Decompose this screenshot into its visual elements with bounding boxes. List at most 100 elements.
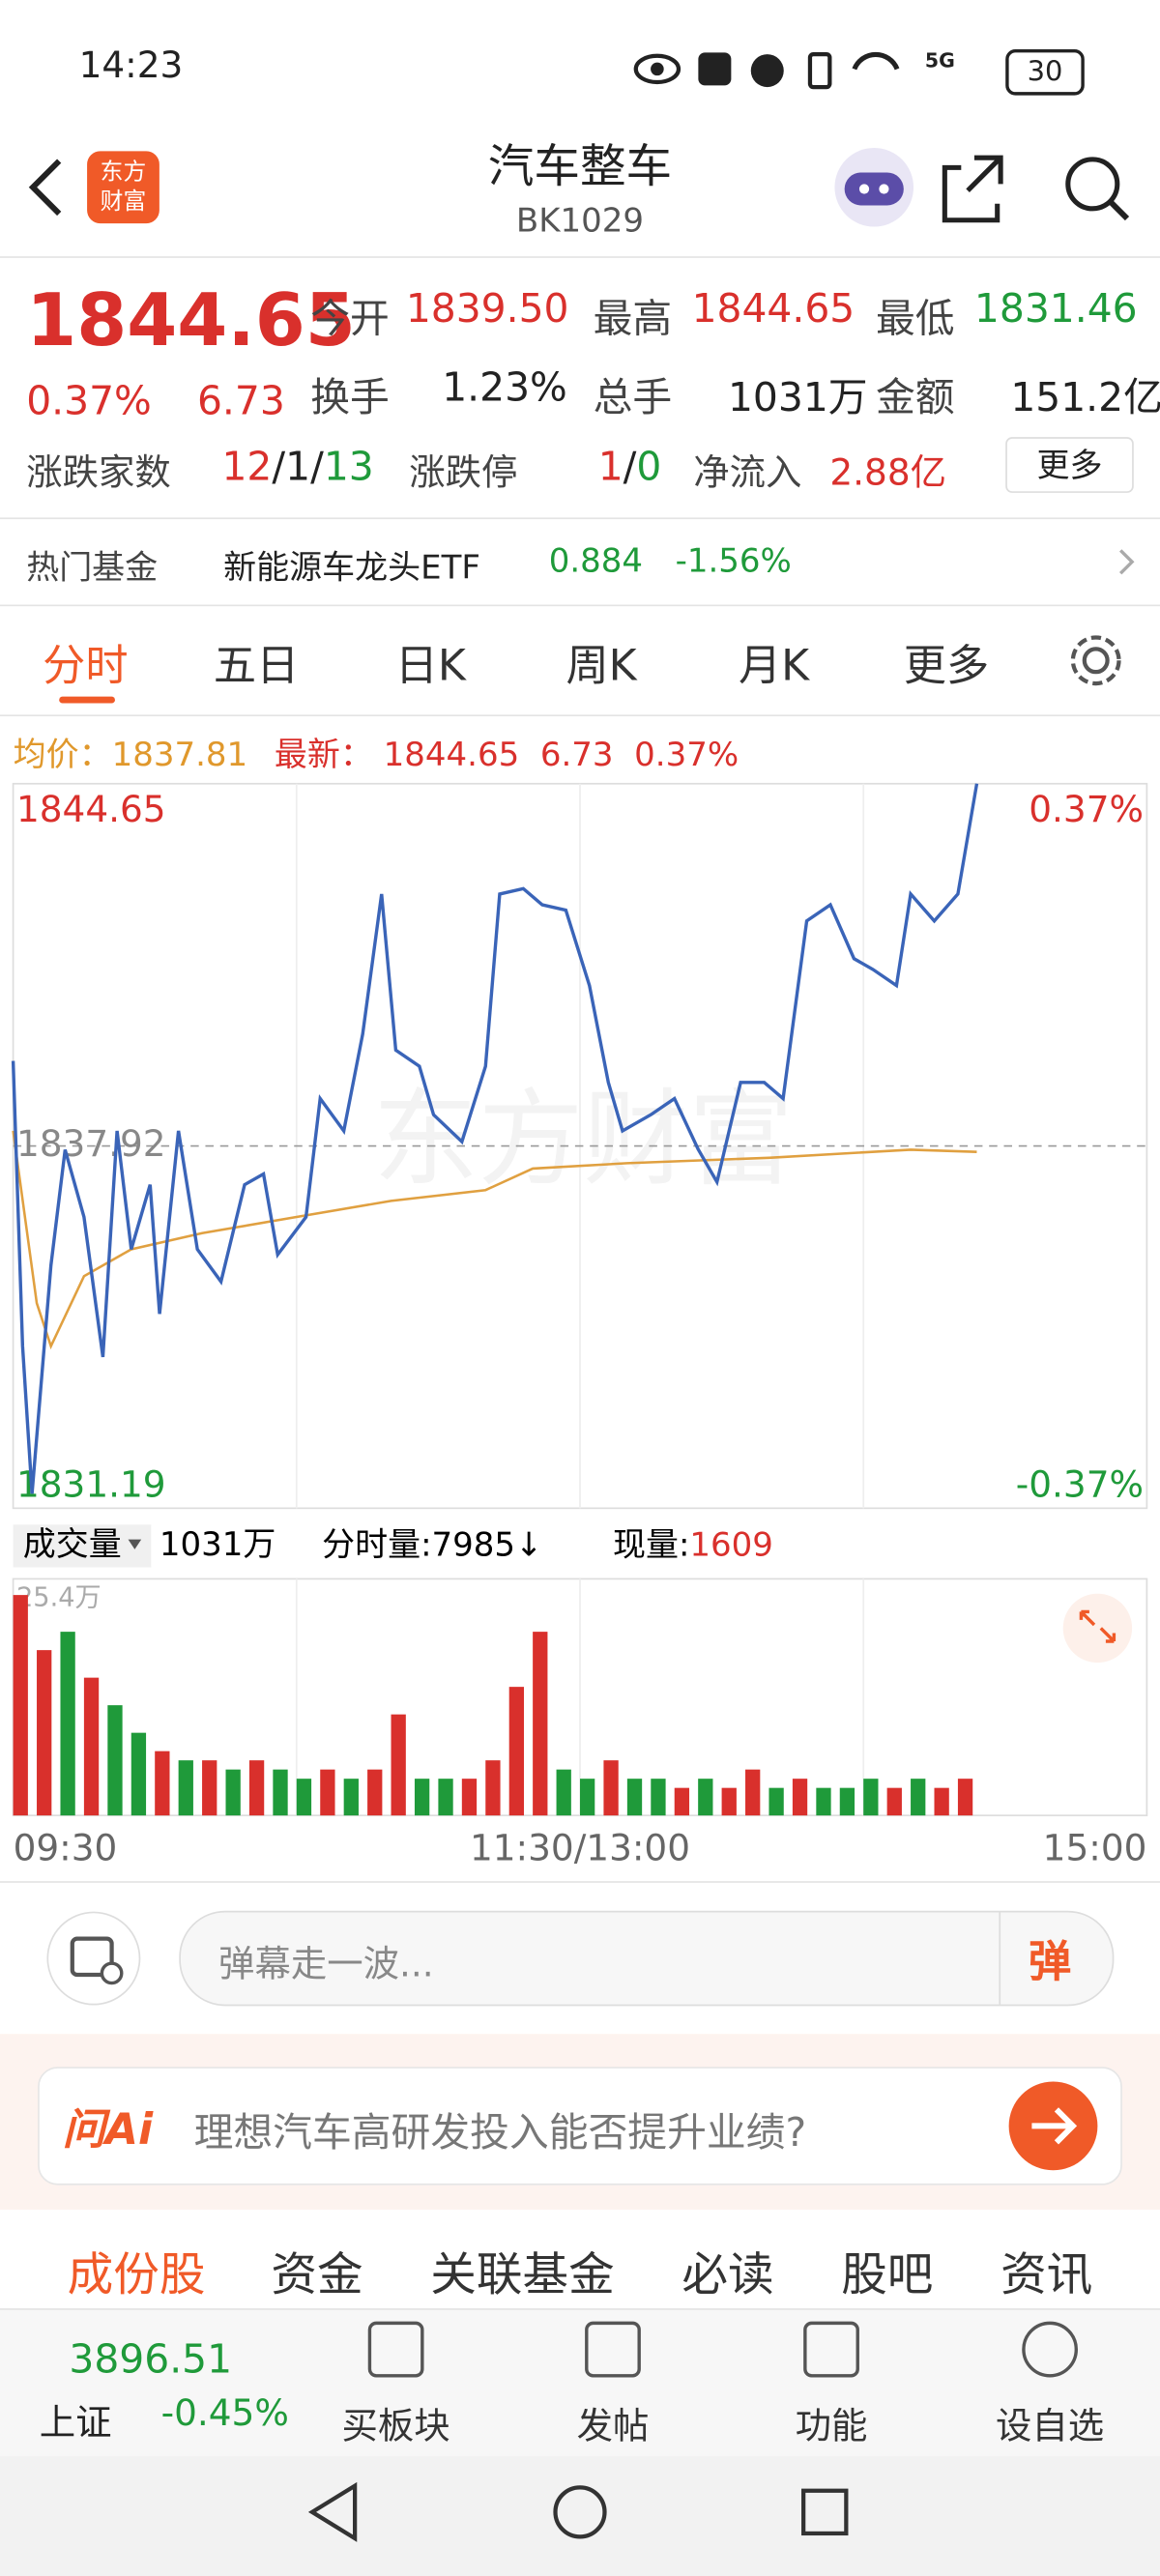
stat-label: 换手 (310, 374, 390, 421)
volume-bar (508, 1687, 524, 1816)
index-value[interactable]: 3896.51 (69, 2335, 233, 2383)
back-button[interactable] (23, 158, 72, 217)
series-line (12, 1130, 977, 1350)
stat-label: 最低 (875, 295, 955, 342)
chart-tab[interactable]: 周K (566, 642, 637, 692)
volume-now-value: 1609 (689, 1525, 773, 1564)
divider (0, 604, 1160, 607)
last-label: 最新： (274, 734, 373, 774)
volume-bar (698, 1779, 713, 1816)
section-tab[interactable]: 必读 (682, 2247, 774, 2302)
section-tab[interactable]: 资金 (271, 2247, 363, 2302)
volume-bar (296, 1779, 312, 1816)
network: 5G (924, 48, 955, 72)
x-tick-label: 15:00 (1043, 1826, 1147, 1868)
stat-value: 1.23% (442, 364, 567, 411)
volume-bar (485, 1760, 501, 1816)
stat-value: 1831.46 (973, 285, 1138, 333)
y-tick-label: 1844.65 (16, 788, 166, 830)
volume-bar (626, 1779, 643, 1816)
nav-icon (1022, 2321, 1079, 2378)
volume-bar (438, 1779, 453, 1816)
expand-button[interactable] (1062, 1593, 1133, 1664)
limit-sep: / (623, 443, 637, 490)
last-value: 1844.65 (383, 734, 520, 774)
fund-name[interactable]: 新能源车龙头ETF (223, 547, 480, 587)
chart-tab[interactable]: 分时 (43, 642, 129, 692)
ai-question: 理想汽车高研发投入能否提升业绩? (193, 2109, 807, 2156)
fund-label: 热门基金 (26, 547, 159, 587)
system-nav (0, 2456, 1160, 2576)
volume-tick-label: 分时量: (322, 1525, 431, 1564)
section-tab[interactable]: 股吧 (841, 2247, 934, 2302)
avg-label: 均价： (13, 734, 112, 774)
volume-tick: 分时量:7985↓ (322, 1525, 542, 1564)
divider (0, 517, 1160, 520)
divider (0, 256, 1160, 258)
nav-item[interactable]: 发帖 (576, 2407, 650, 2448)
volume-bar (674, 1787, 690, 1816)
stat-label: 今开 (310, 295, 390, 342)
volume-bar (721, 1787, 737, 1816)
divider (0, 1881, 1160, 1883)
index-change: -0.45% (160, 2393, 289, 2435)
chart-tab[interactable]: 更多 (903, 642, 990, 692)
volume-bar (107, 1705, 123, 1816)
volume-label[interactable]: 成交量 (23, 1525, 122, 1564)
stat-label: 最高 (593, 295, 673, 342)
intraday-chart: 东方财富 成交量 1031万 分时量:7985↓ 现量:1609 1831.19… (11, 782, 1148, 1868)
y-tick-label: 1831.19 (16, 1463, 166, 1506)
volume-select[interactable] (13, 1524, 152, 1568)
volume-bar (155, 1751, 170, 1816)
breadth-up: 12 (221, 443, 273, 490)
volume-bar (792, 1779, 808, 1816)
logo-line: 东方 (100, 159, 147, 187)
nav-item[interactable]: 设自选 (995, 2407, 1105, 2448)
nav-item[interactable]: 买板块 (341, 2407, 450, 2448)
system-buttons[interactable] (0, 2456, 1160, 2576)
settings-button[interactable] (1068, 632, 1124, 688)
volume-bar (768, 1787, 784, 1816)
danmaku-send[interactable]: 弹 (1029, 1938, 1072, 1988)
breadth-down: 13 (323, 443, 374, 490)
dropdown-icon (128, 1539, 142, 1549)
breadth: 12/1/13 (221, 444, 373, 490)
chart-tab[interactable]: 五日 (213, 642, 300, 692)
volume-bar (83, 1677, 100, 1816)
limit-label: 涨跌停 (409, 453, 518, 495)
chart-tab[interactable]: 月K (738, 642, 810, 692)
danmaku-toggle[interactable] (46, 1911, 142, 2007)
nav-icon (367, 2321, 424, 2378)
section-tab[interactable]: 资讯 (1000, 2247, 1093, 2302)
nav-item[interactable]: 功能 (795, 2407, 868, 2448)
volume-bar (556, 1769, 571, 1816)
volume-bar (391, 1714, 406, 1816)
ai-box[interactable] (38, 2067, 1122, 2185)
volume-bar (367, 1769, 383, 1816)
limit-down: 0 (636, 443, 662, 490)
more-button[interactable]: 更多 (1005, 437, 1134, 493)
volume-bar (651, 1779, 666, 1816)
danmaku-input[interactable] (179, 1910, 1115, 2007)
section-tab[interactable]: 关联基金 (430, 2247, 615, 2302)
watermark: 东方财富 (373, 1078, 794, 1201)
chart-tab[interactable]: 日K (394, 642, 466, 692)
inflow-value: 2.88亿 (829, 453, 947, 495)
battery: 30 (1005, 48, 1085, 96)
chevron (1118, 549, 1135, 575)
divider (999, 1912, 1001, 2005)
status-time: 14:23 (78, 45, 184, 88)
volume-bar (579, 1779, 595, 1816)
quote-change: 6.73 (196, 377, 285, 424)
volume-bar (839, 1787, 856, 1816)
volume-bar (934, 1787, 949, 1816)
ai-submit[interactable] (1007, 2080, 1099, 2172)
nav-icon (803, 2321, 859, 2378)
stat-label: 总手 (593, 374, 673, 421)
x-tick-label: 09:30 (14, 1826, 118, 1868)
divider (0, 714, 1160, 717)
app-logo[interactable]: 东方 财富 (87, 151, 160, 224)
stat-value: 1844.65 (691, 285, 856, 333)
section-tab[interactable]: 成份股 (67, 2247, 206, 2302)
header-actions[interactable] (829, 145, 1142, 230)
